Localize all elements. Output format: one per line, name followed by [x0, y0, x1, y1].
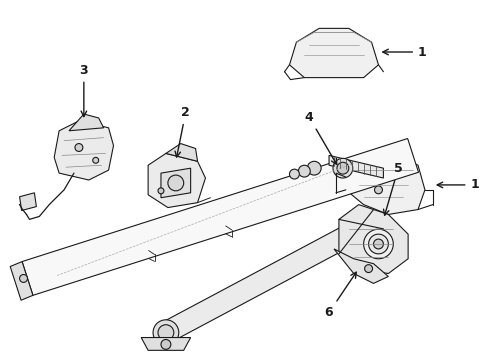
Circle shape	[158, 325, 174, 341]
Polygon shape	[290, 28, 378, 78]
Text: 5: 5	[384, 162, 403, 215]
Polygon shape	[346, 150, 425, 215]
Circle shape	[153, 320, 179, 345]
Text: 3: 3	[79, 64, 88, 117]
Circle shape	[20, 275, 27, 282]
Polygon shape	[339, 204, 408, 274]
Text: 6: 6	[325, 272, 356, 319]
Circle shape	[307, 161, 321, 175]
Polygon shape	[329, 156, 383, 178]
Circle shape	[161, 339, 171, 349]
Polygon shape	[22, 139, 418, 295]
Polygon shape	[334, 249, 389, 283]
Circle shape	[290, 169, 299, 179]
Polygon shape	[166, 144, 197, 161]
Polygon shape	[161, 168, 191, 198]
Circle shape	[364, 229, 393, 259]
Circle shape	[158, 188, 164, 194]
Polygon shape	[10, 262, 33, 300]
Circle shape	[168, 175, 184, 191]
Circle shape	[373, 239, 383, 249]
Circle shape	[298, 165, 310, 177]
Circle shape	[365, 265, 372, 273]
Polygon shape	[161, 210, 384, 342]
Text: 1: 1	[383, 45, 427, 59]
Circle shape	[368, 234, 389, 254]
Text: 1: 1	[437, 179, 479, 192]
Text: 2: 2	[175, 106, 190, 157]
Polygon shape	[141, 338, 191, 350]
Text: 4: 4	[305, 111, 337, 165]
Circle shape	[93, 157, 98, 163]
Polygon shape	[54, 121, 114, 180]
Circle shape	[333, 158, 353, 178]
Polygon shape	[20, 193, 36, 211]
Circle shape	[75, 144, 83, 152]
Circle shape	[337, 162, 349, 174]
Circle shape	[374, 186, 382, 194]
Polygon shape	[69, 114, 103, 131]
Polygon shape	[148, 153, 205, 208]
